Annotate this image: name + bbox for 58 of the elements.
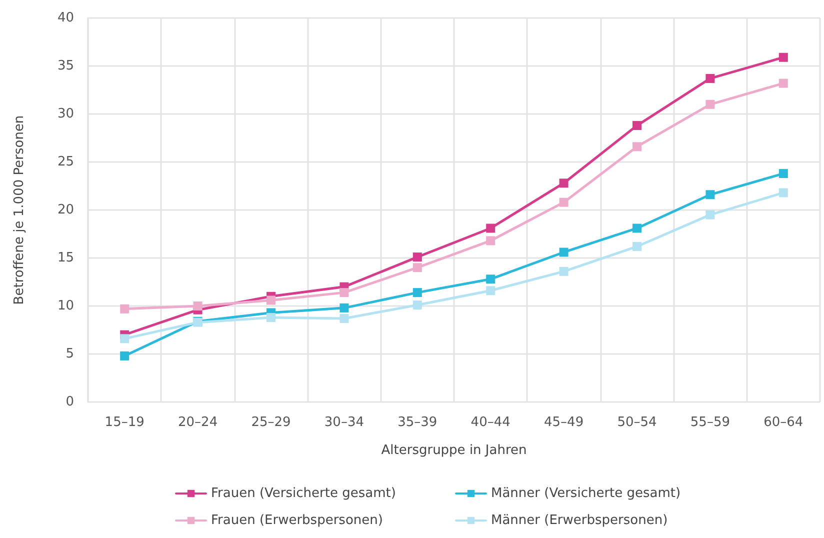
point xyxy=(632,224,642,233)
legend-label: Frauen (Erwerbspersonen) xyxy=(211,513,383,528)
point xyxy=(706,74,715,83)
point xyxy=(778,169,788,178)
point xyxy=(266,296,276,305)
point xyxy=(412,252,422,262)
point xyxy=(193,302,202,310)
point xyxy=(559,266,568,276)
point xyxy=(706,210,715,220)
point xyxy=(559,198,568,207)
legend-label: Männer (Versicherte gesamt) xyxy=(491,486,681,501)
point xyxy=(778,188,788,198)
y-tick-label: 0 xyxy=(66,394,74,410)
y-tick-label: 30 xyxy=(57,106,74,122)
point xyxy=(632,142,642,152)
legend-label: Frauen (Versicherte gesamt) xyxy=(211,486,396,501)
legend-label: Männer (Erwerbspersonen) xyxy=(491,513,668,528)
point xyxy=(266,313,276,322)
point xyxy=(340,303,349,312)
x-tick-label: 25–29 xyxy=(251,415,291,430)
point xyxy=(340,314,349,323)
y-tick-label: 20 xyxy=(57,202,74,218)
point xyxy=(120,351,130,360)
point xyxy=(412,300,422,310)
x-tick-label: 45–49 xyxy=(544,415,584,430)
point xyxy=(706,190,715,200)
x-tick-label: 30–34 xyxy=(324,415,364,430)
point xyxy=(632,121,642,130)
point xyxy=(559,248,568,257)
x-axis-title: Altersgruppe in Jahren xyxy=(381,443,527,458)
x-tick-label: 40–44 xyxy=(470,415,510,430)
x-tick-label: 50–54 xyxy=(617,415,657,430)
y-axis-title: Betroffene je 1.000 Personen xyxy=(12,115,27,305)
y-tick-label: 10 xyxy=(57,298,74,314)
point xyxy=(486,224,496,233)
y-tick-label: 35 xyxy=(57,58,74,74)
x-tick-label: 60–64 xyxy=(764,415,804,430)
x-tick-label: 35–39 xyxy=(398,415,438,430)
point xyxy=(778,52,788,62)
y-tick-label: 15 xyxy=(57,250,74,266)
point xyxy=(706,100,715,109)
point xyxy=(340,288,349,298)
y-tick-label: 5 xyxy=(66,346,74,362)
x-tick-label: 15–19 xyxy=(104,415,144,430)
point xyxy=(120,304,130,314)
point xyxy=(412,263,422,272)
point xyxy=(486,286,496,296)
point xyxy=(486,236,496,246)
point xyxy=(632,242,642,251)
y-tick-label: 25 xyxy=(57,154,74,170)
x-tick-label: 20–24 xyxy=(178,415,218,430)
point xyxy=(778,78,788,88)
y-tick-label: 40 xyxy=(57,10,74,26)
x-tick-label: 55–59 xyxy=(690,415,730,430)
point xyxy=(486,274,496,284)
point xyxy=(412,288,422,298)
point xyxy=(559,178,568,188)
point xyxy=(120,334,130,344)
